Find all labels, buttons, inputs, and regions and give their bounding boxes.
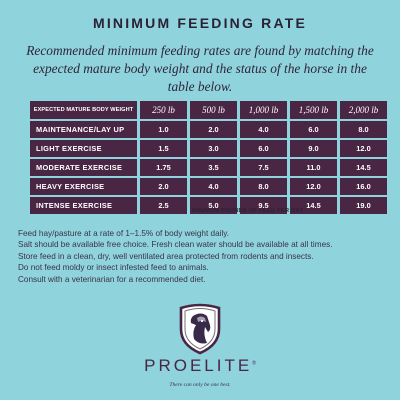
table-cell: 2.0 [190,121,237,138]
note-line: Feed hay/pasture at a rate of 1–1.5% of … [18,229,230,238]
feeding-notes: Feed hay/pasture at a rate of 1–1.5% of … [18,228,388,285]
intro-text: Recommended minimum feeding rates are fo… [26,43,374,94]
note-line: Consult with a veterinarian for a recomm… [18,274,206,284]
table-cell: 16.0 [340,178,387,195]
feeding-rate-table: EXPECTED MATURE BODY WEIGHT 250 lb 500 l… [27,99,390,216]
table-cell: 4.0 [190,178,237,195]
weight-column-header: 1,000 lb [240,101,287,119]
brand-tagline: There can only be one best. [169,382,231,388]
table-cell: 2.5 [140,197,187,214]
table-cell: 14.5 [340,159,387,176]
weight-column-header: 500 lb [190,101,237,119]
table-cell: 3.5 [190,159,237,176]
table-cell: 6.0 [240,140,287,157]
table-cell: 5.0 [190,197,237,214]
horse-shield-logo-icon [179,303,221,355]
table-row: MODERATE EXERCISE 1.75 3.5 7.5 11.0 14.5 [30,159,387,176]
weight-column-header: 250 lb [140,101,187,119]
table-header-row: EXPECTED MATURE BODY WEIGHT 250 lb 500 l… [30,101,387,119]
brand-wordmark: PROELITE® [0,356,400,376]
table-row: MAINTENANCE/LAY UP 1.0 2.0 4.0 6.0 8.0 [30,121,387,138]
table-cell: 4.0 [240,121,287,138]
table-cell: 6.0 [290,121,337,138]
row-label: MODERATE EXERCISE [30,159,137,176]
table-cell: 8.0 [340,121,387,138]
note-line: Salt should be available free choice. Fr… [18,240,333,250]
table-cell: 9.5 [240,197,287,214]
table-cell: 3.0 [190,140,237,157]
table-row: LIGHT EXERCISE 1.5 3.0 6.0 9.0 12.0 [30,140,387,157]
table-cell: 7.5 [240,159,287,176]
table-cell: 1.5 [140,140,187,157]
row-label: LIGHT EXERCISE [30,140,137,157]
table-cell: 19.0 [340,197,387,214]
table-cell: 1.0 [140,121,187,138]
table-cell: 11.0 [290,159,337,176]
table-footnote: MINIMUM POUNDS OF FEED PER DAY [192,208,304,214]
note-line: Do not feed moldy or insect infested fee… [18,263,209,273]
weight-header-label: EXPECTED MATURE BODY WEIGHT [30,101,137,119]
row-label: INTENSE EXERCISE [30,197,137,214]
table-cell: 14.5 [290,197,337,214]
weight-column-header: 2,000 lb [340,101,387,119]
table-row: HEAVY EXERCISE 2.0 4.0 8.0 12.0 16.0 [30,178,387,195]
note-line: Store feed in a clean, dry, well ventila… [18,251,314,261]
page-title: MINIMUM FEEDING RATE [92,15,308,31]
table-cell: 9.0 [290,140,337,157]
row-label: MAINTENANCE/LAY UP [30,121,137,138]
brand-name: PROELITE [144,356,253,375]
row-label: HEAVY EXERCISE [30,178,137,195]
table-row: INTENSE EXERCISE 2.5 5.0 9.5 14.5 19.0 [30,197,387,214]
table-cell: 2.0 [140,178,187,195]
weight-column-header: 1,500 lb [290,101,337,119]
table-cell: 8.0 [240,178,287,195]
table-cell: 12.0 [290,178,337,195]
trademark-symbol: ® [252,360,256,367]
table-cell: 12.0 [340,140,387,157]
table-cell: 1.75 [140,159,187,176]
